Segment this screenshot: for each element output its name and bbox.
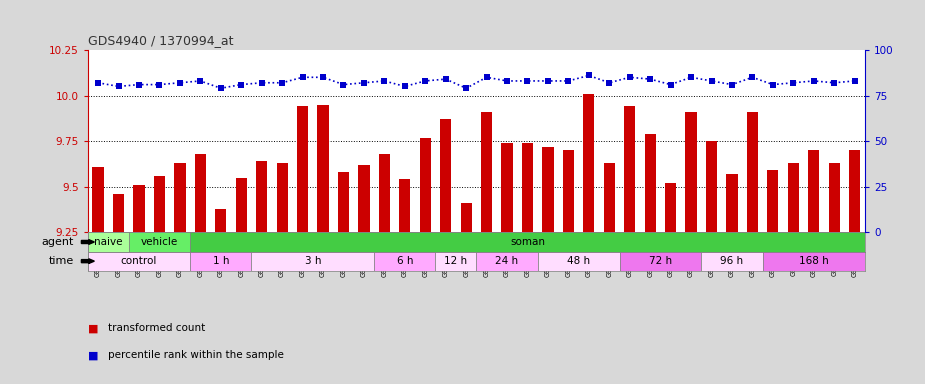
Bar [726, 174, 737, 232]
Bar [849, 150, 860, 232]
Text: agent: agent [42, 237, 74, 247]
Bar [746, 112, 758, 232]
Text: 48 h: 48 h [567, 256, 590, 266]
Text: time: time [49, 256, 74, 266]
Text: 6 h: 6 h [397, 256, 413, 266]
Bar [665, 183, 676, 232]
Bar [378, 154, 390, 232]
Bar [808, 150, 820, 232]
Text: 24 h: 24 h [496, 256, 519, 266]
Bar [194, 154, 206, 232]
Bar [501, 143, 512, 232]
Bar [216, 209, 227, 232]
Bar [624, 106, 635, 232]
Text: 1 h: 1 h [213, 256, 229, 266]
Bar [701, 252, 762, 271]
Bar [542, 147, 553, 232]
Text: 72 h: 72 h [648, 256, 672, 266]
Bar [236, 178, 247, 232]
Text: transformed count: transformed count [108, 323, 205, 333]
Bar [685, 112, 697, 232]
Text: 96 h: 96 h [721, 256, 744, 266]
Bar [461, 203, 472, 232]
Bar [522, 143, 533, 232]
Bar [374, 252, 436, 271]
Bar [788, 163, 799, 232]
Bar [767, 170, 779, 232]
Bar [420, 137, 431, 232]
Bar [191, 252, 252, 271]
Bar [537, 252, 620, 271]
Text: control: control [121, 256, 157, 266]
Bar [440, 119, 451, 232]
Bar [476, 252, 537, 271]
Bar [154, 176, 165, 232]
Text: 12 h: 12 h [444, 256, 467, 266]
Bar [256, 161, 267, 232]
Text: 3 h: 3 h [304, 256, 321, 266]
Text: soman: soman [510, 237, 545, 247]
Bar [762, 252, 865, 271]
Bar [88, 232, 129, 252]
Bar [191, 232, 865, 252]
Bar [317, 105, 328, 232]
Bar [338, 172, 349, 232]
Bar [358, 165, 369, 232]
Bar [706, 141, 717, 232]
Text: 168 h: 168 h [799, 256, 829, 266]
Bar [562, 150, 574, 232]
Text: percentile rank within the sample: percentile rank within the sample [108, 350, 284, 360]
Bar [583, 94, 595, 232]
Text: ■: ■ [88, 350, 98, 360]
Bar [481, 112, 492, 232]
Bar [436, 252, 476, 271]
Text: GDS4940 / 1370994_at: GDS4940 / 1370994_at [88, 34, 233, 47]
Bar [829, 163, 840, 232]
Bar [88, 252, 191, 271]
Bar [92, 167, 104, 232]
Bar [604, 163, 615, 232]
Bar [400, 179, 411, 232]
Bar [129, 232, 191, 252]
Bar [174, 163, 186, 232]
Bar [133, 185, 144, 232]
Bar [645, 134, 656, 232]
Text: naive: naive [94, 237, 123, 247]
Bar [252, 252, 374, 271]
Text: ■: ■ [88, 323, 98, 333]
Bar [113, 194, 124, 232]
Bar [297, 106, 308, 232]
Bar [277, 163, 288, 232]
Bar [620, 252, 701, 271]
Text: vehicle: vehicle [141, 237, 179, 247]
